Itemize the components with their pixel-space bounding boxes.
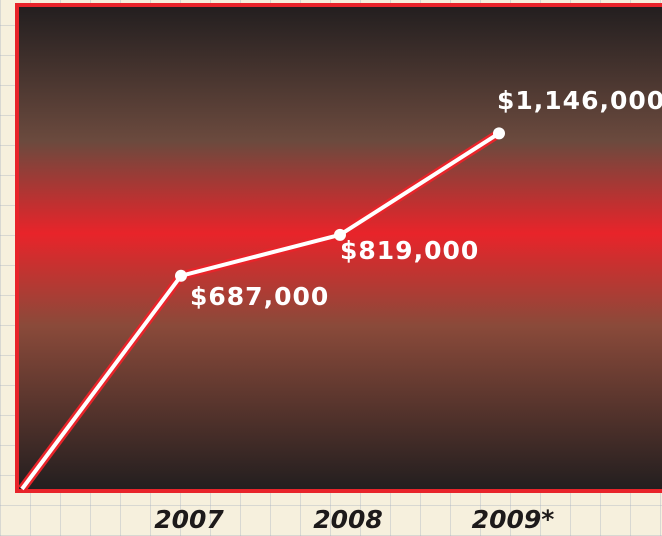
plot-frame <box>15 3 662 493</box>
x-tick-label: 2007 <box>154 505 224 534</box>
line <box>20 131 501 491</box>
point <box>175 269 187 282</box>
value-label: $1,146,000 <box>497 86 662 115</box>
value-label: $687,000 <box>190 282 329 311</box>
point <box>334 228 346 241</box>
point <box>493 127 505 140</box>
value-label: $819,000 <box>340 236 479 265</box>
x-tick-label: 2008 <box>313 505 383 534</box>
x-tick-label: 2009* <box>472 505 555 534</box>
